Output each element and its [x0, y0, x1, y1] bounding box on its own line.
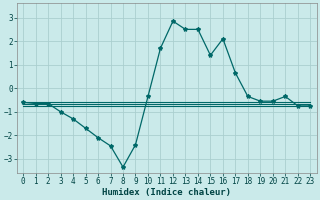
X-axis label: Humidex (Indice chaleur): Humidex (Indice chaleur) — [102, 188, 231, 197]
